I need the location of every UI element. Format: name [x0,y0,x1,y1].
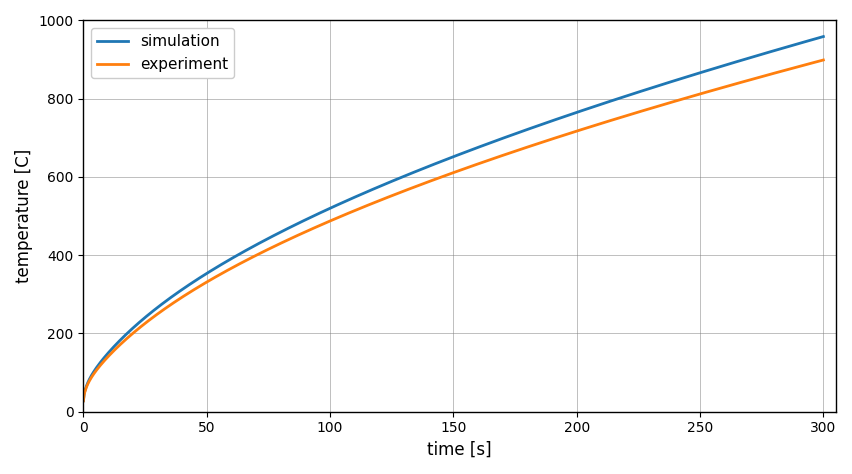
Y-axis label: temperature [C]: temperature [C] [15,149,33,283]
experiment [78,398,89,404]
simulation [817,34,827,39]
Line: simulation: simulation [83,36,822,401]
simulation [153,303,164,309]
experiment [668,99,678,104]
experiment [153,310,164,316]
experiment [817,57,827,63]
simulation [404,171,414,177]
Line: experiment: experiment [83,60,822,401]
simulation [654,82,665,88]
experiment [654,103,665,109]
simulation [78,398,89,403]
simulation [668,78,678,84]
experiment [404,186,414,192]
simulation [377,182,388,188]
X-axis label: time [s]: time [s] [427,441,492,459]
Legend: simulation, experiment: simulation, experiment [91,28,234,78]
simulation [585,105,596,110]
experiment [585,124,596,129]
experiment [377,196,388,202]
